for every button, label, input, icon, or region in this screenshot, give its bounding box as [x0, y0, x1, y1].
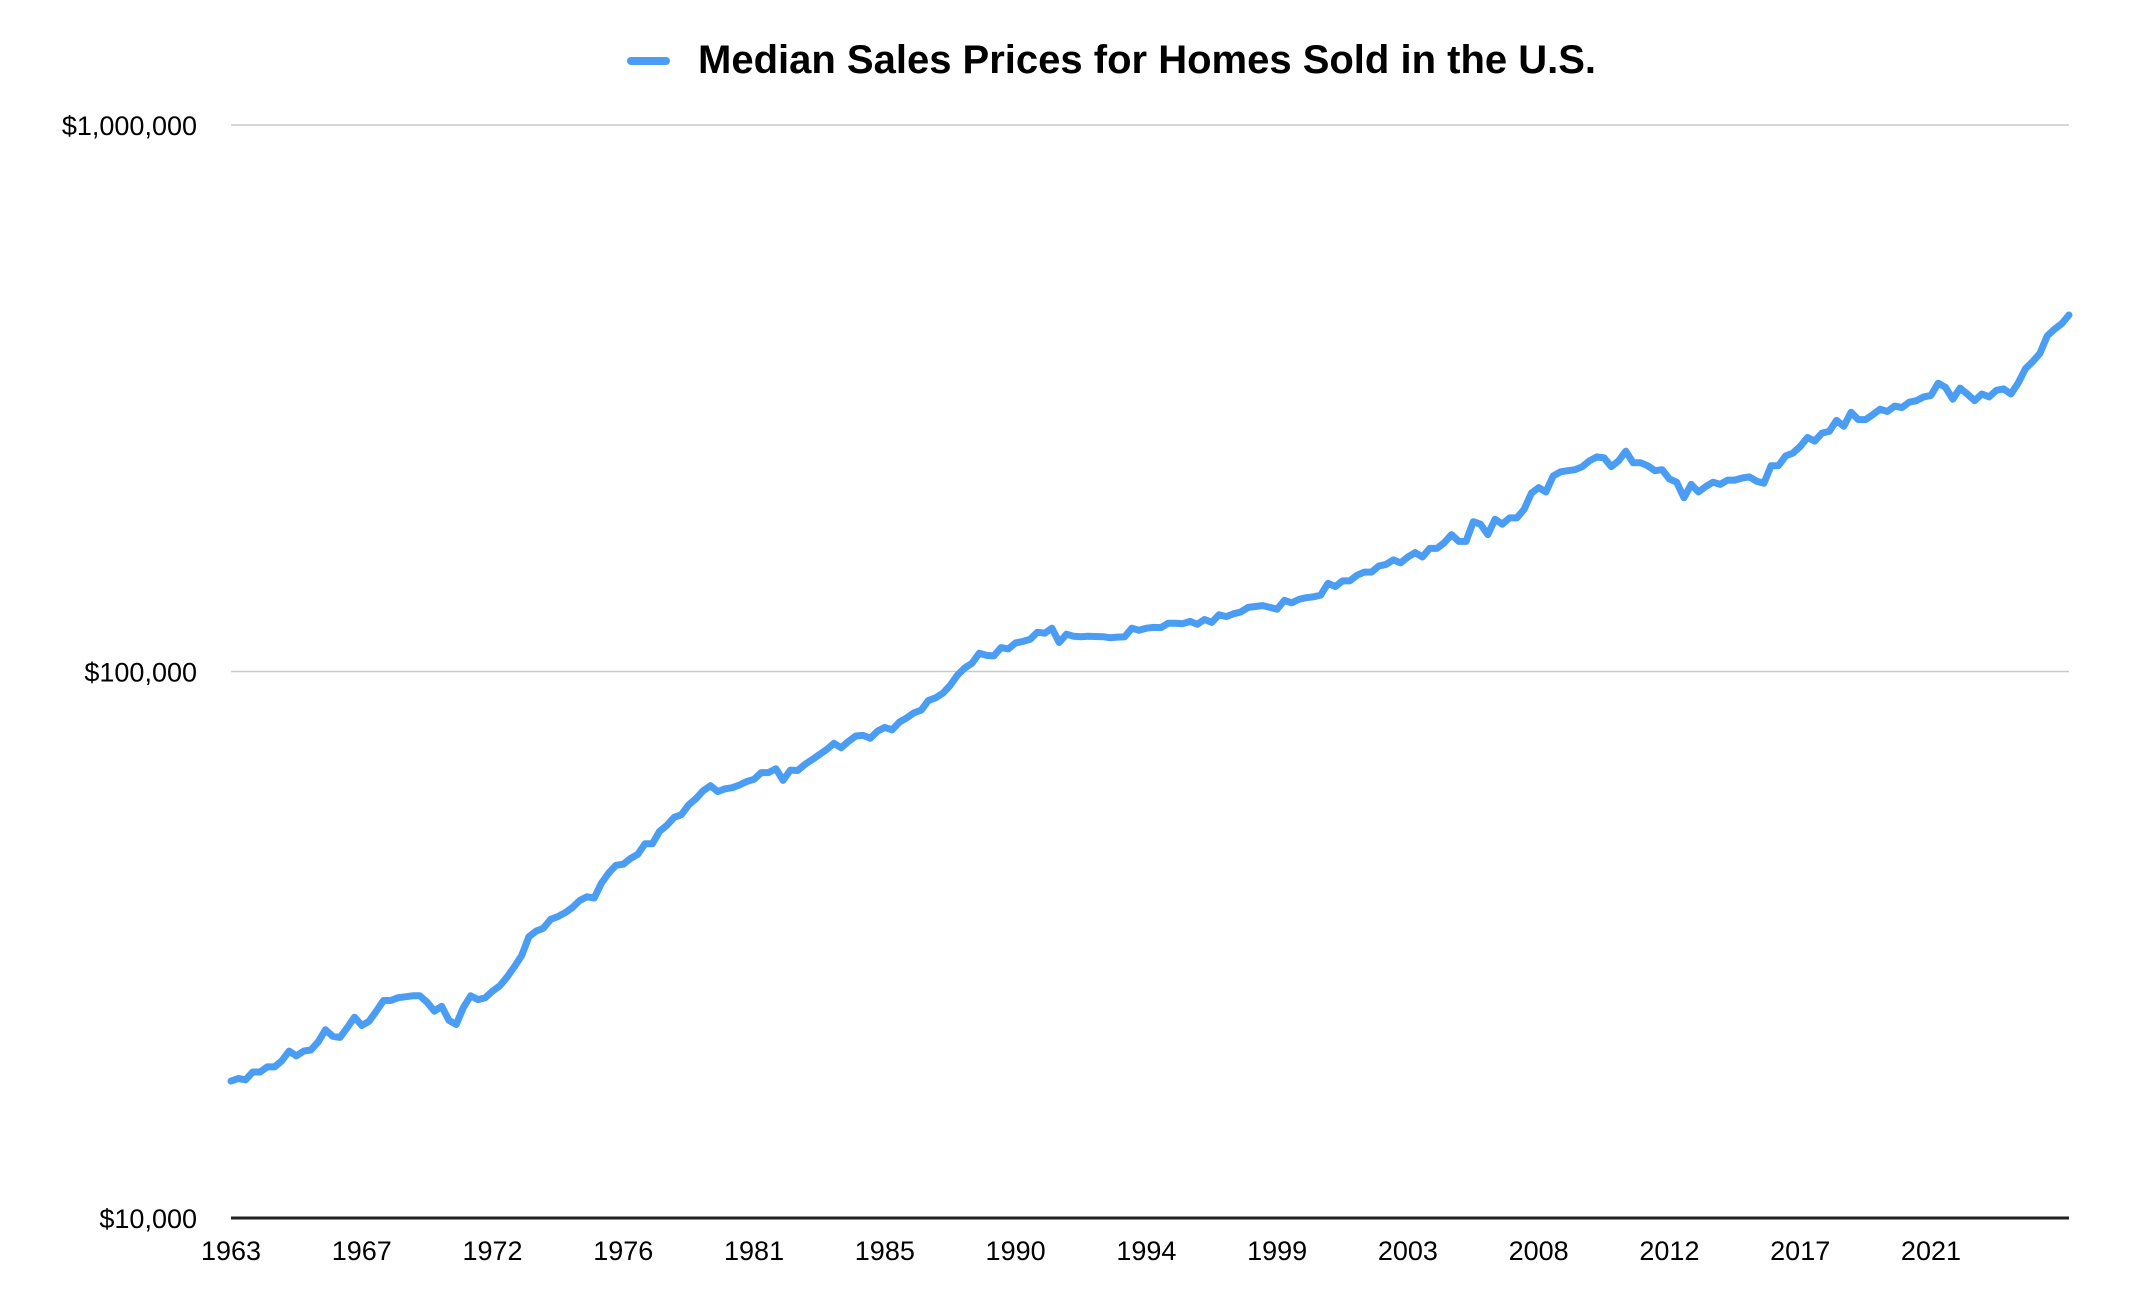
x-tick-label: 1994 [1116, 1236, 1176, 1266]
x-tick-label: 1999 [1247, 1236, 1307, 1266]
x-tick-label: 2008 [1509, 1236, 1569, 1266]
x-tick-label: 2003 [1378, 1236, 1438, 1266]
legend: Median Sales Prices for Homes Sold in th… [627, 38, 1596, 83]
y-tick-label: $100,000 [84, 658, 197, 688]
x-tick-label: 2017 [1770, 1236, 1830, 1266]
x-tick-label: 1967 [332, 1236, 392, 1266]
x-tick-label: 1990 [986, 1236, 1046, 1266]
x-tick-label: 2012 [1639, 1236, 1699, 1266]
x-tick-label: 1981 [724, 1236, 784, 1266]
x-tick-label: 1972 [462, 1236, 522, 1266]
series-line [227, 311, 2073, 1085]
x-tick-label: 2021 [1901, 1236, 1961, 1266]
legend-swatch [627, 56, 670, 65]
x-tick-label: 1963 [201, 1236, 261, 1266]
y-tick-label: $1,000,000 [62, 111, 197, 141]
x-tick-label: 1985 [855, 1236, 915, 1266]
chart-title: Median Sales Prices for Homes Sold in th… [698, 38, 1597, 82]
x-tick-label: 1976 [593, 1236, 653, 1266]
y-tick-label: $10,000 [99, 1204, 197, 1234]
